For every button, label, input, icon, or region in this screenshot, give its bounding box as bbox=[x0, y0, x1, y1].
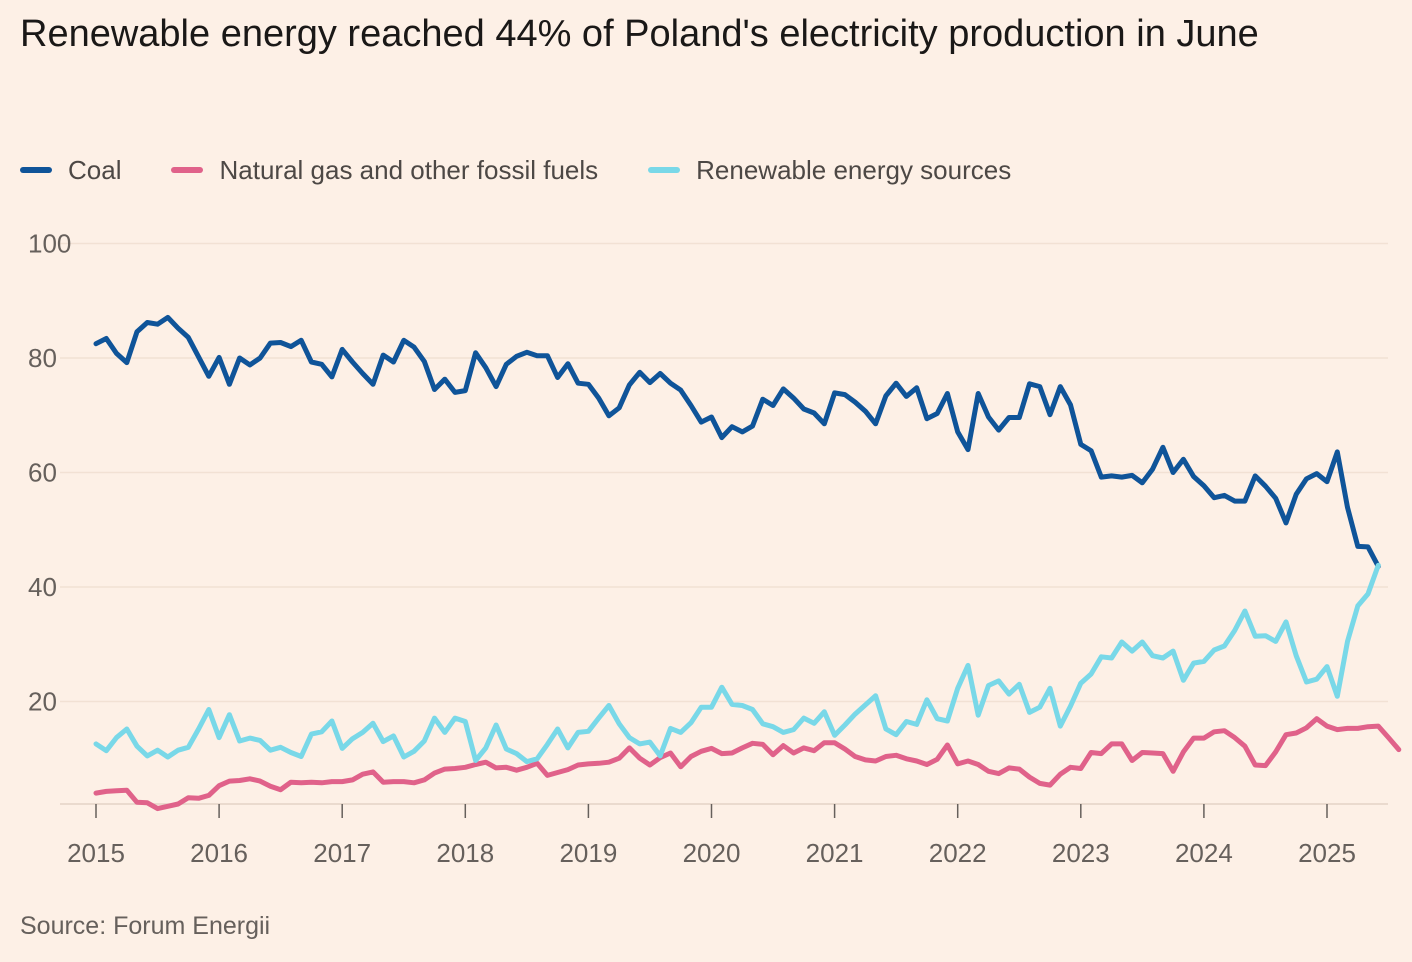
x-tick-label-2025: 2025 bbox=[1298, 838, 1356, 868]
y-tick-label-100: 100 bbox=[28, 229, 71, 259]
legend-label-coal: Coal bbox=[68, 154, 122, 185]
legend-label-renewables: Renewable energy sources bbox=[696, 154, 1012, 185]
y-tick-label-20: 20 bbox=[28, 687, 57, 717]
x-tick-label-2018: 2018 bbox=[436, 838, 494, 868]
x-tick-label-2023: 2023 bbox=[1052, 838, 1110, 868]
x-tick-label-2015: 2015 bbox=[67, 838, 125, 868]
gas-line bbox=[93, 716, 1402, 812]
y-tick-label-40: 40 bbox=[28, 572, 57, 602]
legend-item-renewables: Renewable energy sources bbox=[648, 155, 1011, 186]
x-tick-label-2019: 2019 bbox=[559, 838, 617, 868]
legend-label-gas: Natural gas and other fossil fuels bbox=[219, 154, 599, 185]
x-tick-label-2017: 2017 bbox=[313, 838, 371, 868]
line-chart: 20 40 60 80 100 2015 2016 2017 2018 2019 2020 2021 2… bbox=[28, 229, 1402, 868]
x-tick-label-2016: 2016 bbox=[190, 838, 248, 868]
legend-swatch-coal bbox=[20, 167, 52, 173]
x-tick-label-2022: 2022 bbox=[929, 838, 987, 868]
x-tick-label-2024: 2024 bbox=[1175, 838, 1233, 868]
legend-item-coal: Coal bbox=[20, 155, 121, 186]
y-tick-label-60: 60 bbox=[28, 458, 57, 488]
legend-item-gas: Natural gas and other fossil fuels bbox=[171, 155, 598, 186]
coal-line bbox=[93, 314, 1381, 569]
chart-title: Renewable energy reached 44% of Poland's… bbox=[20, 13, 1259, 55]
source-note: Source: Forum Energii bbox=[20, 912, 271, 940]
renewables-line bbox=[93, 562, 1381, 765]
legend: Coal Natural gas and other fossil fuels … bbox=[20, 152, 1061, 188]
legend-swatch-renewables bbox=[648, 167, 681, 173]
y-tick-label-80: 80 bbox=[28, 343, 57, 373]
legend-swatch-gas bbox=[171, 167, 204, 173]
x-tick-label-2020: 2020 bbox=[683, 838, 741, 868]
x-tick-label-2021: 2021 bbox=[806, 838, 864, 868]
